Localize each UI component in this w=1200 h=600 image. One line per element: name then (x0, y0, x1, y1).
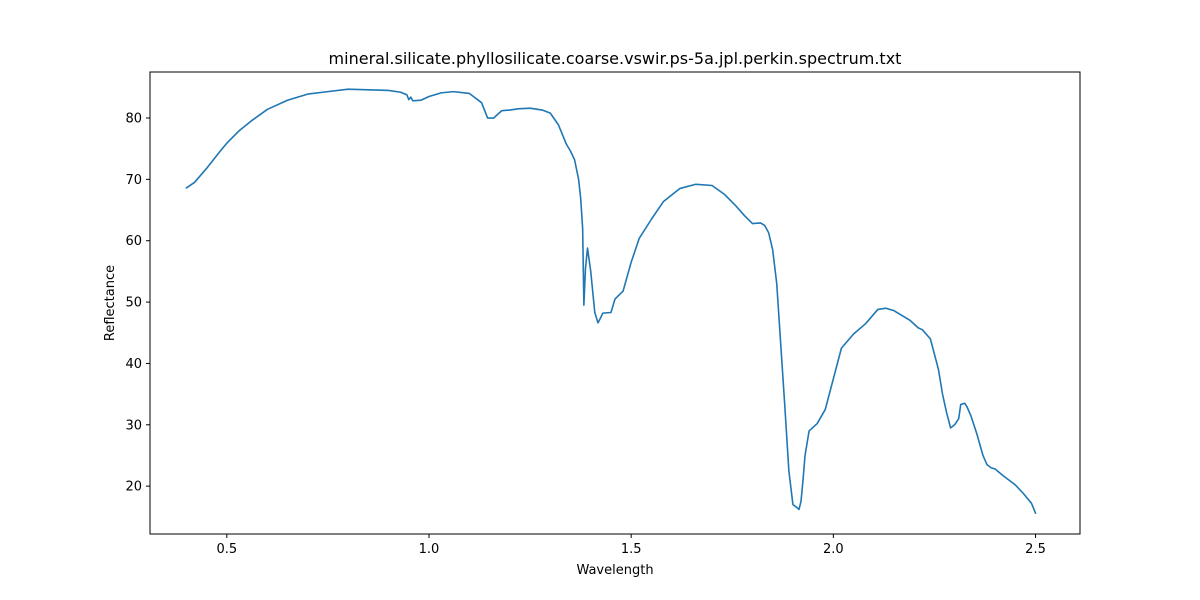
y-axis: 20 30 40 50 60 70 80 (125, 112, 150, 495)
x-tick-label: 1.5 (621, 542, 642, 557)
series-line-reflectance (185, 88, 1037, 514)
x-axis: 0.5 1.0 1.5 2.0 2.5 (216, 534, 1046, 557)
chart-title: mineral.silicate.phyllosilicate.coarse.v… (329, 49, 902, 68)
x-tick-label: 1.0 (419, 542, 440, 557)
y-tick-label: 40 (125, 357, 142, 372)
y-tick-label: 50 (125, 296, 142, 311)
y-tick-label: 70 (125, 173, 142, 188)
x-tick-label: 2.5 (1025, 542, 1046, 557)
plot-frame (149, 71, 1081, 535)
y-tick-label: 20 (125, 480, 142, 495)
y-tick-label: 30 (125, 418, 142, 433)
y-tick-label: 60 (125, 234, 142, 249)
plot-area (185, 88, 1037, 514)
y-tick-label: 80 (125, 112, 142, 127)
x-axis-label: Wavelength (576, 563, 653, 578)
x-tick-label: 0.5 (216, 542, 237, 557)
y-axis-label: Reflectance (103, 265, 118, 341)
x-tick-label: 2.0 (823, 542, 844, 557)
